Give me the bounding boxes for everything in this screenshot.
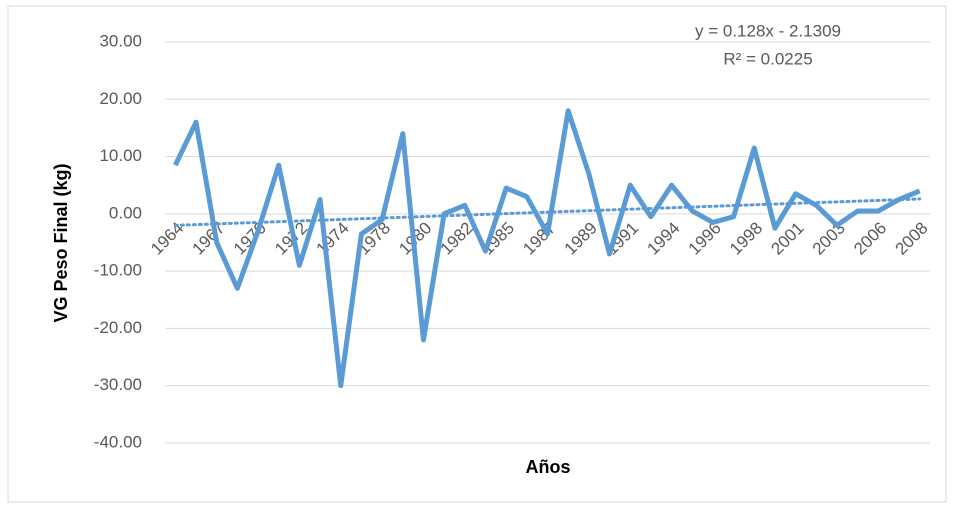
trend-equation: y = 0.128x - 2.1309 <box>695 21 841 40</box>
trendline <box>173 197 922 227</box>
y-tick-label: -10.00 <box>94 261 142 280</box>
data-line <box>173 108 921 389</box>
y-tick-label: -30.00 <box>94 375 142 394</box>
trend-r-squared: R² = 0.0225 <box>723 49 812 68</box>
y-axis-title: VG Peso Final (kg) <box>51 163 71 322</box>
y-tick-label: -20.00 <box>94 318 142 337</box>
y-tick-label: 30.00 <box>99 31 142 50</box>
y-tick-label: 0.00 <box>109 203 142 222</box>
chart-border <box>7 5 947 503</box>
y-tick-label: -40.00 <box>94 432 142 451</box>
x-axis-title: Años <box>526 457 571 477</box>
y-tick-label: 10.00 <box>99 146 142 165</box>
y-tick-label: 20.00 <box>99 89 142 108</box>
